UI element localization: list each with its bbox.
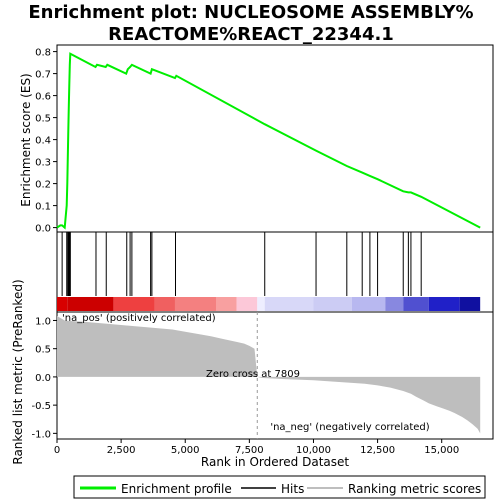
es-axis-label: Enrichment score (ES) — [19, 73, 33, 206]
heat-segment — [236, 297, 258, 311]
x-tick-label: 5,000 — [171, 445, 200, 456]
es-ytick-label: 0.1 — [35, 202, 51, 213]
metric-axis-label: Ranked list metric (PreRanked) — [11, 279, 25, 464]
metric-ytick-label: -0.5 — [31, 401, 51, 412]
es-ytick-label: 0.6 — [35, 92, 51, 103]
heat-segment — [313, 297, 352, 311]
legend: Enrichment profile Hits Ranking metric s… — [73, 475, 486, 499]
es-ytick-label: 0.7 — [35, 70, 51, 81]
heat-segment — [385, 297, 404, 311]
x-tick-label: 0 — [54, 445, 60, 456]
es-ytick-label: 0.4 — [35, 136, 51, 147]
chart-title-line2: REACTOME%REACT_22344.1 — [108, 24, 394, 45]
es-ytick-label: 0.3 — [35, 158, 51, 169]
es-ytick-label: 0.0 — [35, 224, 51, 235]
enrichment-score-panel: 0.0 0.1 0.2 0.3 0.4 0.5 0.6 0.7 0.8 Enrichment s… — [19, 44, 494, 235]
x-axis-label: Rank in Ordered Dataset — [201, 455, 349, 469]
heat-segment — [216, 297, 237, 311]
legend-metric-label: Ranking metric scores — [348, 482, 481, 496]
chart-title-line1: Enrichment plot: NUCLEOSOME ASSEMBLY% — [28, 2, 473, 23]
zero-cross-label: Zero cross at 7809 — [206, 369, 300, 380]
es-ytick-label: 0.2 — [35, 180, 51, 191]
heat-segment — [154, 297, 175, 311]
x-tick-label: 15,000 — [424, 445, 459, 456]
x-tick-label: 10,000 — [296, 445, 331, 456]
heat-segment — [174, 297, 217, 311]
es-ytick-label: 0.8 — [35, 48, 51, 59]
heat-segment — [351, 297, 386, 311]
x-tick-label: 12,500 — [360, 445, 395, 456]
x-tick-label: 2,500 — [107, 445, 136, 456]
legend-enrichment-label: Enrichment profile — [121, 482, 232, 496]
heat-segment — [264, 297, 314, 311]
negatively-correlated-label: 'na_neg' (negatively correlated) — [270, 422, 429, 433]
heat-segment — [403, 297, 429, 311]
metric-ytick-label: 0.5 — [35, 345, 51, 356]
heat-segment — [67, 297, 114, 311]
enrichment-profile-line — [56, 52, 481, 230]
x-tick-label: 7,500 — [235, 445, 264, 456]
legend-hits-label: Hits — [281, 482, 304, 496]
ranked-metric-panel: 1.0 0.5 0.0 -0.5 -1.0 'na_pos' (positively c… — [11, 279, 494, 465]
metric-ytick-label: 1.0 — [35, 316, 51, 327]
heat-segment — [257, 297, 265, 311]
metric-ytick-label: -1.0 — [31, 429, 51, 440]
positively-correlated-label: 'na_pos' (positively correlated) — [62, 313, 216, 324]
heat-segment — [113, 297, 155, 311]
heat-segment — [57, 297, 68, 311]
metric-ytick-label: 0.0 — [35, 373, 51, 384]
ranking-metric-area — [57, 316, 481, 434]
heat-segment — [459, 297, 481, 311]
heat-segment — [428, 297, 460, 311]
es-ytick-label: 0.5 — [35, 114, 51, 125]
hits-panel — [56, 231, 494, 313]
